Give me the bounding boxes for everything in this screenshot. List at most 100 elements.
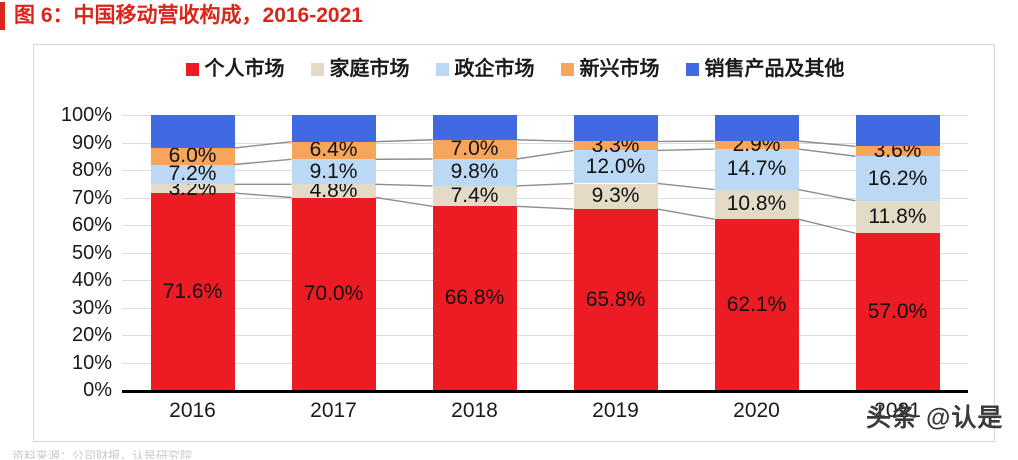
gridline: [122, 142, 968, 144]
bar-segment[interactable]: [714, 115, 799, 142]
y-axis-tick-label: 60%: [71, 214, 112, 236]
bar-segment[interactable]: 70.0%: [291, 197, 376, 390]
y-axis-tick-label: 40%: [71, 269, 112, 291]
bar-segment[interactable]: 65.8%: [573, 209, 658, 390]
legend-item[interactable]: 新兴市场: [560, 59, 660, 79]
bar-segment[interactable]: 3.3%: [573, 134, 658, 156]
y-axis-tick-label: 90%: [71, 131, 112, 154]
gridline: [122, 335, 968, 336]
x-axis-line: [122, 390, 968, 393]
x-axis-tick-label: 2016: [169, 399, 216, 422]
bar-segment[interactable]: 12.0%: [573, 150, 658, 184]
bar-segment-value-label: 6.0%: [168, 144, 217, 168]
bar-segment[interactable]: 9.3%: [573, 183, 658, 210]
bar-segment-value-label: 70.0%: [303, 281, 364, 305]
y-axis-tick-label: 50%: [71, 241, 112, 264]
bar-segment-value-label: 9.8%: [450, 160, 499, 184]
gridline: [122, 197, 968, 199]
plot-inner: 71.6% 3.2% 7.2% 6.0% 70.0% 4.8% 9.1% 6.4% 66.8% 7…: [122, 115, 968, 393]
bar-segment-value-label: 4.8%: [309, 178, 358, 202]
bar-segment-value-label: 57.0%: [867, 299, 928, 323]
legend-item[interactable]: 销售产品及其他: [685, 58, 845, 80]
bar-segment[interactable]: 10.8%: [714, 189, 799, 220]
x-axis-tick-label: 2020: [733, 399, 780, 422]
bar-stack[interactable]: 70.0% 4.8% 9.1% 6.4%: [291, 115, 376, 390]
legend-swatch-icon: [310, 62, 324, 76]
bar-segment[interactable]: 7.0%: [432, 138, 517, 160]
bar-segment[interactable]: 2.9%: [714, 134, 799, 156]
legend-swatch-icon: [435, 62, 449, 76]
chart-legend: 个人市场 家庭市场 政企市场 新兴市场 销售产品及其他: [34, 59, 996, 79]
watermark: 头条 @认是: [866, 404, 1004, 432]
bar-segment[interactable]: 7.4%: [432, 184, 517, 208]
title-accent-bar: [0, 2, 5, 30]
legend-item-label: 家庭市场: [329, 58, 410, 80]
legend-item-label: 个人市场: [204, 58, 285, 80]
bar-segment[interactable]: [291, 115, 376, 142]
bar-segment[interactable]: 6.4%: [291, 139, 376, 161]
x-axis-tick-label: 2019: [592, 399, 639, 422]
bar-segment[interactable]: [432, 115, 517, 140]
bar-segment-value-label: 9.1%: [309, 159, 358, 183]
y-axis-tick-label: 100%: [60, 104, 112, 126]
gridline: [122, 307, 968, 309]
bar-segment[interactable]: 9.8%: [432, 159, 517, 186]
gridline: [122, 362, 968, 364]
figure-title-bar: 图 6：中国移动营收构成，2016-2021: [0, 0, 1018, 38]
legend-item[interactable]: 政企市场: [435, 58, 535, 80]
bar-segment-value-label: 7.4%: [450, 184, 499, 208]
bar-stack[interactable]: 62.1% 10.8% 14.7% 2.9%: [714, 115, 799, 390]
bar-stack[interactable]: 71.6% 3.2% 7.2% 6.0%: [150, 115, 235, 390]
gridline: [122, 115, 968, 116]
chart-panel: 个人市场 家庭市场 政企市场 新兴市场 销售产品及其他 71.6% 3.2% 7.2% 6.0…: [33, 44, 995, 442]
gridline: [122, 252, 968, 254]
bar-stack[interactable]: 57.0% 11.8% 16.2% 3.6%: [855, 115, 940, 390]
bar-segment-value-label: 71.6%: [162, 279, 223, 303]
bar-segment-value-label: 65.8%: [585, 287, 646, 311]
bar-segment-value-label: 12.0%: [585, 154, 646, 178]
bar-segment[interactable]: 9.1%: [291, 159, 376, 185]
bar-segment[interactable]: 71.6%: [150, 193, 235, 390]
legend-item-label: 政企市场: [454, 58, 535, 80]
bar-stack[interactable]: 65.8% 9.3% 12.0% 3.3%: [573, 115, 658, 390]
legend-item[interactable]: 个人市场: [185, 58, 285, 80]
bar-stack[interactable]: 66.8% 7.4% 9.8% 7.0%: [432, 115, 517, 390]
bar-segment-value-label: 10.8%: [726, 192, 787, 216]
legend-swatch-icon: [185, 62, 199, 76]
bar-segment[interactable]: [150, 115, 235, 148]
bar-segment[interactable]: 57.0%: [855, 233, 940, 390]
y-axis-tick-label: 80%: [71, 159, 112, 181]
bar-segment-value-label: 7.2%: [168, 162, 217, 186]
bar-segment-value-label: 66.8%: [444, 286, 505, 310]
bar-segment[interactable]: 7.2%: [150, 162, 235, 186]
gridline: [122, 170, 968, 171]
bar-segment[interactable]: 16.2%: [855, 156, 940, 201]
bar-segment[interactable]: 4.8%: [291, 179, 376, 201]
bar-segment[interactable]: 14.7%: [714, 149, 799, 190]
page-title: 图 6：中国移动营收构成，2016-2021: [14, 4, 363, 27]
legend-swatch-icon: [560, 62, 574, 76]
x-axis-tick-label: 2021: [874, 399, 921, 422]
legend-swatch-icon: [685, 62, 699, 76]
bar-segment-value-label: 62.1%: [726, 292, 787, 316]
gridline: [122, 280, 968, 281]
gridline: [122, 225, 968, 226]
bar-segment-value-label: 9.3%: [591, 184, 640, 208]
plot-area: 71.6% 3.2% 7.2% 6.0% 70.0% 4.8% 9.1% 6.4% 66.8% 7…: [34, 103, 996, 443]
bar-segment[interactable]: [573, 115, 658, 142]
y-axis-tick-label: 0%: [83, 379, 112, 401]
bar-segment[interactable]: 11.8%: [855, 200, 940, 234]
bar-segment[interactable]: 66.8%: [432, 206, 517, 390]
legend-item[interactable]: 家庭市场: [310, 58, 410, 80]
x-axis-tick-label: 2018: [451, 399, 498, 422]
y-axis-tick-label: 10%: [71, 351, 112, 374]
bar-segment[interactable]: [855, 115, 940, 147]
bar-segment[interactable]: 3.2%: [150, 177, 235, 199]
bar-segment-value-label: 16.2%: [867, 166, 928, 190]
bar-segment-value-label: 11.8%: [868, 205, 927, 229]
bar-segment[interactable]: 6.0%: [150, 144, 235, 168]
legend-item-label: 销售产品及其他: [704, 58, 845, 80]
x-axis-tick-label: 2017: [310, 399, 357, 422]
bar-segment[interactable]: 62.1%: [714, 219, 799, 390]
bar-segment[interactable]: 3.6%: [855, 140, 940, 162]
